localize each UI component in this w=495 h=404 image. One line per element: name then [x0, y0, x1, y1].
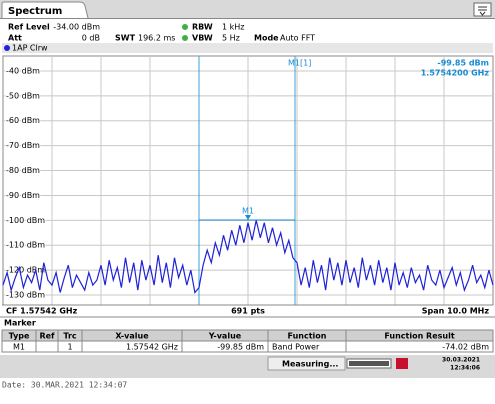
table-cell: -74.02 dBm	[442, 343, 489, 352]
y-tick-label: -40 dBm	[6, 66, 40, 75]
trace-bar	[2, 43, 493, 53]
setting-value: 5 Hz	[222, 34, 240, 43]
y-tick-label: -110 dBm	[6, 241, 45, 250]
table-cell: Band Power	[272, 343, 320, 352]
lxi-icon	[396, 358, 408, 369]
marker-label: M1	[242, 206, 254, 215]
span: Span 10.0 MHz	[422, 307, 490, 316]
tab[interactable]	[1, 1, 89, 19]
table-cell: 1	[67, 343, 72, 352]
legend-label: 1AP Clrw	[12, 44, 48, 53]
marker-level: -99.85 dBm	[437, 59, 489, 68]
y-tick-label: -80 dBm	[6, 166, 40, 175]
setting-value: Auto FFT	[280, 34, 315, 43]
status-dot	[182, 24, 188, 30]
y-tick-label: -120 dBm	[6, 266, 45, 275]
table-row-bg	[1, 340, 494, 353]
marker-table: Type Ref Trc X-value Y-value Function Function…	[1, 329, 494, 353]
table-cell: 1.57542 GHz	[126, 343, 178, 352]
column-header: Y-value	[208, 332, 242, 341]
plot: -40 dBm -50 dBm -60 dBm -70 dBm -80 dBm -90 d…	[2, 55, 494, 306]
status-bar	[0, 355, 495, 378]
status-dot	[182, 35, 188, 41]
tab-title: Spectrum	[8, 6, 62, 17]
setting-label: Ref Level	[8, 23, 50, 32]
status-date: 30.03.2021	[442, 357, 480, 364]
setting-value: -34.00 dBm	[53, 23, 100, 32]
legend-dot	[4, 45, 10, 51]
y-tick-label: -90 dBm	[6, 191, 40, 200]
marker	[245, 214, 251, 220]
setting-value: 196.2 ms	[138, 34, 175, 43]
status-time: 12:34:06	[450, 365, 480, 372]
setting-label: RBW	[192, 23, 213, 32]
progress-fill	[349, 361, 389, 366]
table-cell: -99.85 dBm	[217, 343, 264, 352]
y-tick-label: -50 dBm	[6, 91, 40, 100]
column-header: Ref	[39, 332, 55, 341]
trace	[2, 220, 494, 294]
center-frequency: CF 1.57542 GHz	[6, 307, 78, 316]
setting-label: VBW	[192, 34, 213, 43]
column-header: Function Result	[384, 332, 455, 341]
column-header: Type	[9, 332, 30, 341]
menu-icon-glyph	[478, 6, 487, 16]
status-state: Measuring...	[282, 360, 338, 369]
column-header: Trc	[63, 332, 77, 341]
table-title: Marker	[4, 319, 36, 328]
y-tick-label: -130 dBm	[6, 291, 45, 300]
setting-value: 1 kHz	[222, 23, 244, 32]
marker-frequency: 1.5754200 GHz	[421, 69, 490, 78]
column-header: X-value	[115, 332, 149, 341]
marker-readout: M1[1]	[288, 59, 311, 68]
column-header: Function	[288, 332, 327, 341]
setting-label: SWT	[115, 34, 136, 43]
status-box	[267, 356, 346, 371]
table-cell: M1	[13, 343, 25, 352]
footer-date: Date: 30.MAR.2021 12:34:07	[2, 381, 127, 390]
setting-value: 0 dB	[82, 34, 100, 43]
setting-label: Att	[8, 34, 22, 43]
setting-label: Mode	[254, 34, 279, 43]
y-tick-label: -70 dBm	[6, 141, 40, 150]
points: 691 pts	[231, 307, 265, 316]
y-tick-label: -60 dBm	[6, 116, 40, 125]
y-tick-label: -100 dBm	[6, 216, 45, 225]
